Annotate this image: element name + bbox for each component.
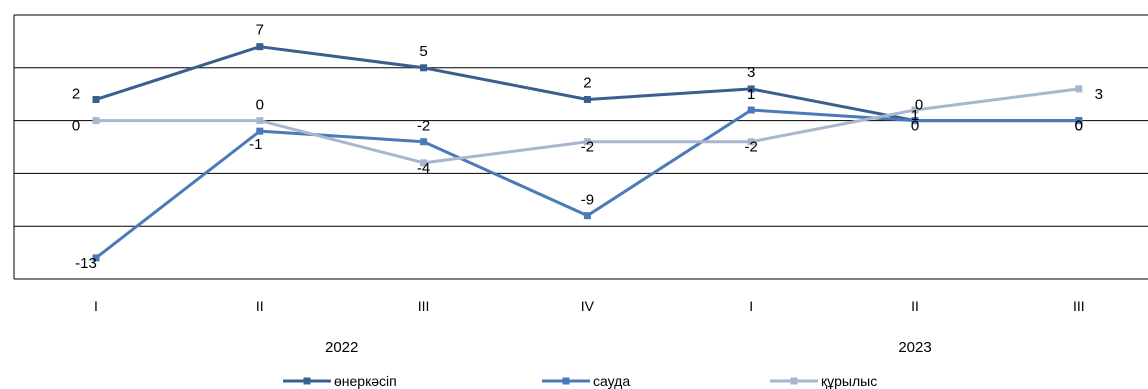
legend-swatch-marker	[790, 377, 798, 385]
x-tick-label: IV	[581, 298, 595, 314]
legend-label: сауда	[593, 373, 630, 389]
data-point	[1075, 85, 1083, 93]
x-tick-label: II	[256, 298, 264, 314]
data-point	[256, 117, 264, 125]
data-point	[747, 138, 755, 146]
x-tick-label: II	[911, 298, 919, 314]
data-point	[420, 138, 428, 146]
series-lines	[92, 43, 1083, 262]
data-label: 0	[256, 97, 264, 114]
x-tick-label: I	[94, 298, 98, 314]
data-label: 0	[1075, 118, 1083, 135]
data-point	[583, 138, 591, 146]
data-point	[747, 85, 755, 93]
data-label: 0	[915, 97, 923, 114]
data-label: -13	[75, 255, 97, 272]
legend-label: құрылыс	[821, 373, 877, 389]
x-tick-label: III	[418, 298, 430, 314]
data-label: 2	[72, 85, 80, 102]
data-point	[583, 95, 591, 103]
legend-swatch-marker	[303, 377, 311, 385]
data-point	[911, 117, 919, 125]
data-point	[92, 95, 100, 103]
legend: өнеркәсіп сауда құрылыс	[283, 373, 877, 389]
legend-swatch-marker	[562, 377, 570, 385]
data-label: 5	[419, 43, 427, 60]
data-point	[420, 64, 428, 72]
data-label: 3	[747, 64, 755, 81]
data-point	[92, 117, 100, 125]
data-point	[256, 43, 264, 51]
data-label: 2	[583, 74, 591, 91]
data-label: -2	[581, 139, 594, 156]
year-group-label: 2022	[325, 339, 358, 356]
data-label: 7	[256, 22, 264, 39]
year-group-label: 2023	[898, 339, 931, 356]
data-label: 1	[747, 86, 755, 103]
legend-label: өнеркәсіп	[334, 373, 397, 389]
series-line	[95, 108, 1079, 260]
data-point	[747, 106, 755, 114]
x-tick-label: III	[1073, 298, 1085, 314]
data-point	[420, 159, 428, 167]
data-point	[583, 212, 591, 220]
data-point	[256, 127, 264, 135]
data-point	[1075, 117, 1083, 125]
data-point	[911, 106, 919, 114]
data-point	[92, 254, 100, 262]
data-label: 0	[1075, 118, 1083, 135]
data-label: 0	[911, 118, 919, 135]
data-label: -1	[249, 136, 262, 153]
x-tick-label: I	[749, 298, 753, 314]
data-label: -9	[581, 192, 594, 209]
data-label: -2	[745, 139, 758, 156]
data-label: 0	[72, 118, 80, 135]
data-label: 3	[1095, 86, 1103, 103]
data-label: 1	[911, 107, 919, 124]
data-label: -2	[417, 118, 430, 135]
data-label: -4	[417, 160, 430, 177]
